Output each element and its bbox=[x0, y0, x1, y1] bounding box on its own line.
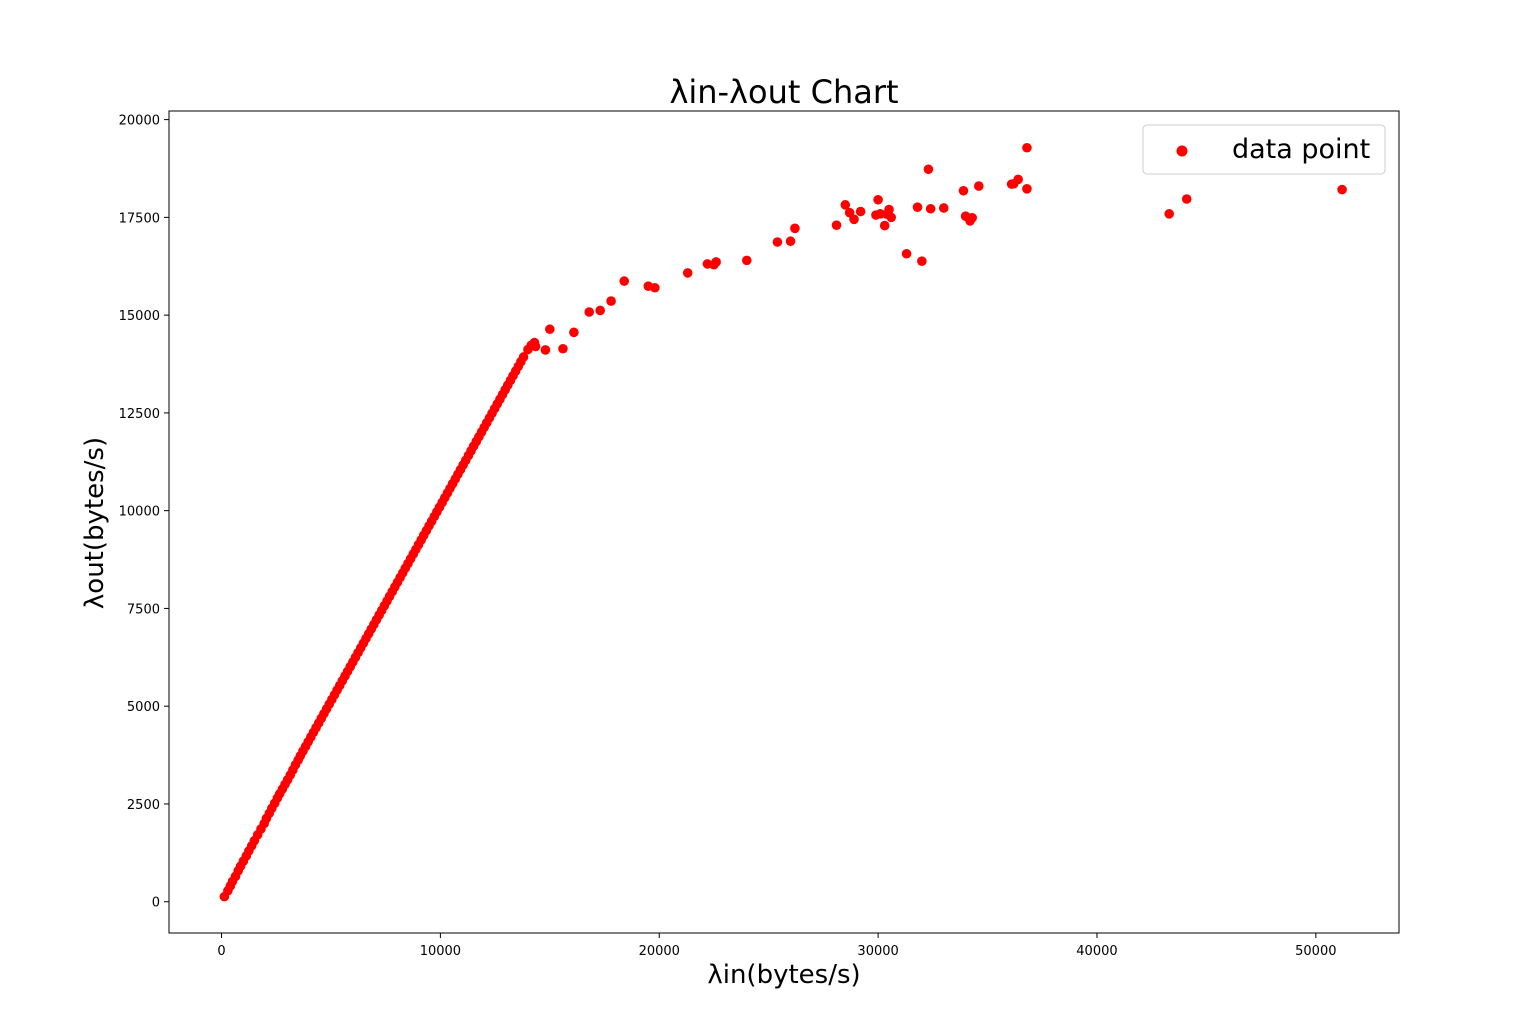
data-point bbox=[1022, 142, 1032, 153]
y-tick-label: 12500 bbox=[119, 407, 160, 422]
x-tick-label: 20000 bbox=[639, 944, 680, 959]
data-point bbox=[619, 276, 630, 286]
data-point bbox=[682, 268, 693, 278]
y-axis-ticks: 0 2500 5000 7500 10000 12500 15000 17500 20000 bbox=[119, 114, 169, 911]
y-tick-label: 17500 bbox=[119, 211, 160, 226]
x-tick-label: 30000 bbox=[857, 944, 898, 959]
y-tick-label: 15000 bbox=[119, 309, 160, 324]
x-tick-label: 50000 bbox=[1295, 944, 1336, 959]
data-point bbox=[831, 220, 842, 230]
y-tick-label: 20000 bbox=[119, 114, 160, 129]
data-point bbox=[917, 256, 927, 266]
data-point bbox=[785, 236, 796, 247]
data-point bbox=[967, 212, 978, 223]
data-point bbox=[530, 341, 541, 352]
data-point bbox=[1181, 194, 1192, 204]
data-point bbox=[558, 343, 568, 354]
data-point bbox=[873, 194, 883, 205]
data-point bbox=[711, 257, 721, 267]
data-point bbox=[958, 185, 969, 196]
x-tick-label: 0 bbox=[217, 944, 225, 959]
legend-marker bbox=[1176, 145, 1188, 157]
x-axis-ticks: 0 10000 20000 30000 40000 50000 bbox=[217, 933, 1337, 959]
data-point bbox=[973, 181, 984, 191]
data-point bbox=[925, 203, 936, 214]
data-point bbox=[790, 223, 800, 234]
chart-title: λin-λout Chart bbox=[669, 73, 898, 111]
data-point bbox=[584, 307, 595, 317]
data-point bbox=[540, 345, 551, 355]
data-point bbox=[518, 352, 529, 362]
plot-frame bbox=[168, 110, 1400, 934]
y-tick-label: 0 bbox=[152, 896, 160, 911]
legend: data point bbox=[1142, 124, 1386, 175]
x-axis-title: λin(bytes/s) bbox=[707, 960, 860, 990]
y-tick-label: 10000 bbox=[119, 505, 160, 520]
data-point bbox=[923, 164, 934, 175]
data-point bbox=[650, 282, 660, 293]
y-axis-title: λout(bytes/s) bbox=[80, 437, 110, 609]
data-point bbox=[1164, 209, 1174, 219]
data-point bbox=[1013, 174, 1023, 185]
x-tick-label: 10000 bbox=[420, 944, 461, 959]
data-point bbox=[855, 206, 866, 217]
data-point bbox=[840, 200, 851, 210]
y-tick-label: 7500 bbox=[127, 602, 160, 617]
data-point bbox=[849, 214, 859, 225]
data-point bbox=[1022, 184, 1032, 194]
x-tick-label: 40000 bbox=[1076, 944, 1117, 959]
data-point bbox=[606, 296, 616, 306]
data-point bbox=[912, 202, 923, 212]
data-point bbox=[938, 203, 949, 213]
data-point bbox=[884, 204, 894, 215]
data-point bbox=[741, 255, 752, 266]
legend-frame bbox=[1142, 124, 1386, 175]
data-point bbox=[595, 305, 605, 316]
data-point bbox=[545, 324, 555, 335]
data-point bbox=[901, 248, 912, 259]
data-point bbox=[879, 220, 890, 231]
data-point bbox=[886, 212, 897, 223]
y-tick-label: 5000 bbox=[127, 700, 160, 715]
y-tick-label: 2500 bbox=[127, 798, 160, 813]
data-point bbox=[772, 237, 783, 247]
data-point bbox=[569, 327, 579, 338]
data-point bbox=[1337, 184, 1347, 195]
legend-label: data point bbox=[1232, 134, 1370, 165]
data-points bbox=[219, 142, 1347, 902]
